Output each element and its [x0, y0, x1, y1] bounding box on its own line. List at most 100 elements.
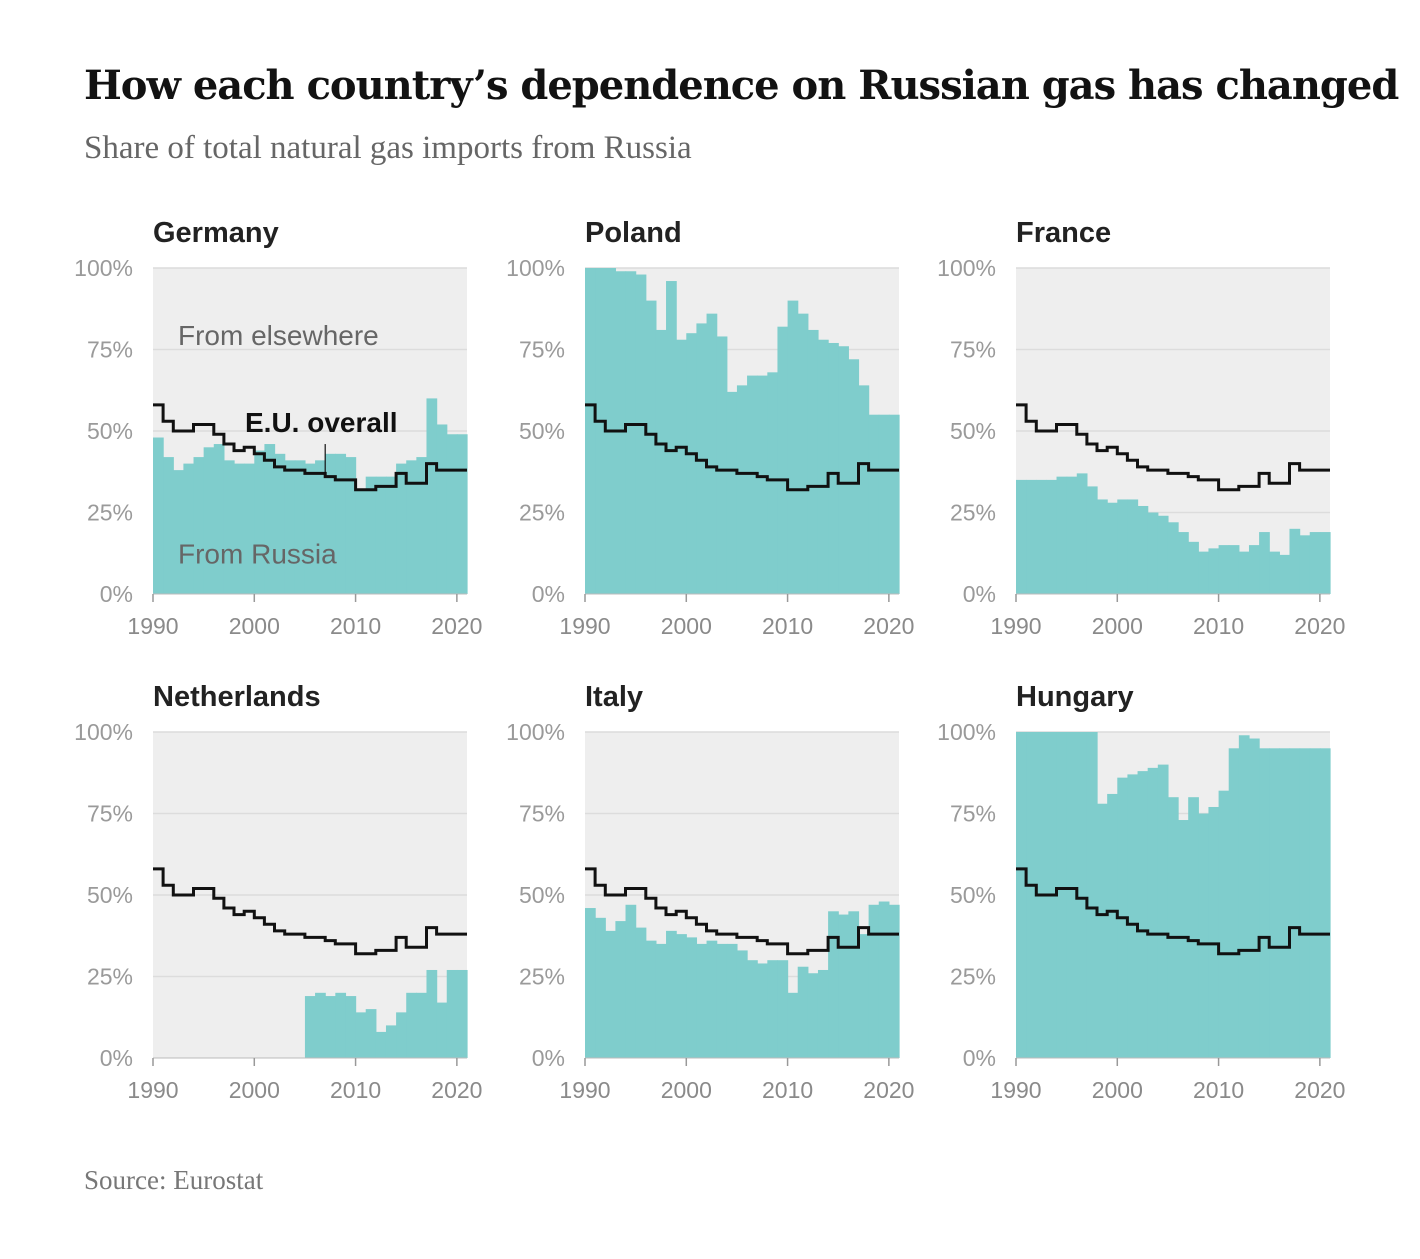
russia-share-bar-netherlands [304, 996, 316, 1058]
russia-share-bar-poland [585, 268, 596, 594]
russia-share-bar-poland [645, 300, 657, 594]
x-tick-label-italy: 2000 [661, 1077, 712, 1103]
eu-overall-line-poland [585, 403, 899, 492]
russia-share-bar-france [1086, 486, 1098, 594]
russia-share-bar-italy [736, 950, 748, 1058]
russia-share-bar-italy [777, 960, 789, 1058]
russia-share-bar-france [1228, 545, 1240, 594]
chart-title: How each country’s dependence on Russian… [84, 62, 1399, 109]
russia-share-bar-netherlands [396, 1012, 407, 1058]
russia-share-bar-germany [244, 463, 255, 594]
russia-share-bar-netherlands [416, 992, 428, 1058]
russia-share-bar-france [1026, 479, 1037, 594]
x-tick-label-netherlands: 2010 [330, 1077, 381, 1103]
x-tick-label-france: 2020 [1294, 613, 1345, 639]
label-eu-overall: E.U. overall [245, 407, 398, 438]
russia-share-bar-france [1157, 515, 1169, 594]
russia-share-bar-france [1046, 479, 1058, 594]
russia-share-bar-germany [416, 457, 428, 594]
russia-share-bar-poland [807, 329, 819, 594]
russia-share-bar-germany [213, 444, 225, 594]
russia-share-bar-france [1319, 532, 1331, 594]
russia-share-bar-france [1269, 551, 1280, 594]
russia-share-bar-poland [716, 336, 728, 594]
y-tick-label-france: 100% [937, 255, 996, 281]
russia-share-bar-poland [858, 385, 870, 594]
russia-share-bar-italy [615, 921, 627, 1058]
russia-share-bar-poland [797, 313, 809, 594]
y-tick-label-poland: 75% [519, 337, 565, 363]
x-tick-label-germany: 2020 [431, 613, 482, 639]
russia-share-bar-germany [153, 437, 164, 594]
russia-share-bar-france [1299, 535, 1311, 594]
russia-share-bar-hungary [1299, 748, 1311, 1058]
russia-share-bar-poland [848, 359, 860, 594]
russia-share-bar-italy [767, 960, 779, 1058]
russia-share-bar-france [1238, 551, 1250, 594]
russia-share-bar-hungary [1056, 732, 1068, 1058]
russia-share-bar-germany [203, 447, 215, 594]
russia-share-bar-poland [747, 375, 758, 594]
x-tick-label-hungary: 1990 [990, 1077, 1041, 1103]
y-tick-label-france: 75% [950, 337, 996, 363]
russia-share-bar-france [1076, 473, 1088, 594]
russia-share-bar-france [1188, 541, 1199, 594]
russia-share-bar-netherlands [375, 1031, 387, 1058]
russia-share-bar-netherlands [456, 969, 468, 1058]
russia-share-bar-hungary [1178, 820, 1189, 1058]
russia-share-bar-france [1147, 512, 1159, 594]
russia-share-bar-hungary [1269, 748, 1280, 1058]
russia-share-bar-germany [446, 434, 458, 594]
x-tick-label-poland: 1990 [559, 613, 610, 639]
russia-share-bar-france [1097, 499, 1108, 594]
panel-title-hungary: Hungary [1016, 681, 1134, 713]
russia-share-bar-germany [335, 453, 347, 594]
russia-share-bar-poland [878, 414, 890, 594]
russia-share-bar-germany [284, 460, 296, 594]
label-from-russia: From Russia [178, 538, 337, 569]
x-tick-label-france: 1990 [990, 613, 1041, 639]
panel-title-germany: Germany [153, 217, 279, 249]
russia-share-bar-italy [655, 943, 667, 1058]
russia-share-bar-poland [868, 414, 880, 594]
russia-share-bar-netherlands [446, 969, 458, 1058]
russia-share-bar-germany [325, 453, 336, 594]
russia-share-bar-italy [797, 966, 809, 1058]
y-tick-label-germany: 0% [100, 581, 133, 607]
russia-share-bar-italy [625, 904, 637, 1058]
russia-share-bar-hungary [1147, 767, 1159, 1058]
panel-title-poland: Poland [585, 217, 682, 249]
russia-share-bar-hungary [1238, 735, 1250, 1058]
y-tick-label-hungary: 50% [950, 882, 996, 908]
y-tick-label-poland: 25% [519, 500, 565, 526]
y-tick-label-poland: 50% [519, 418, 565, 444]
russia-share-bar-italy [635, 927, 647, 1058]
x-tick-label-poland: 2020 [863, 613, 914, 639]
russia-share-bar-germany [355, 489, 367, 594]
russia-share-bar-hungary [1208, 806, 1220, 1058]
russia-share-bar-france [1056, 476, 1068, 594]
x-tick-label-hungary: 2000 [1092, 1077, 1143, 1103]
russia-share-bar-hungary [1137, 771, 1149, 1058]
russia-share-bar-germany [304, 463, 316, 594]
russia-share-bar-poland [686, 333, 698, 594]
x-tick-label-netherlands: 1990 [127, 1077, 178, 1103]
russia-share-bar-italy [848, 911, 860, 1058]
y-tick-label-hungary: 100% [937, 719, 996, 745]
russia-share-bar-germany [234, 463, 245, 594]
source-note: Source: Eurostat [84, 1165, 264, 1195]
russia-share-bar-poland [726, 391, 738, 594]
russia-share-bar-france [1016, 479, 1027, 594]
russia-share-bar-italy [858, 934, 870, 1058]
eu-overall-line-france [1016, 403, 1330, 492]
russia-share-bar-hungary [1259, 748, 1270, 1058]
y-tick-label-germany: 75% [87, 337, 133, 363]
russia-share-bar-germany [183, 463, 195, 594]
y-tick-label-netherlands: 0% [100, 1045, 133, 1071]
russia-share-bar-poland [595, 268, 606, 594]
panel-title-netherlands: Netherlands [153, 681, 321, 713]
russia-share-bar-germany [385, 476, 397, 594]
russia-share-bar-poland [767, 372, 779, 594]
y-tick-label-germany: 25% [87, 500, 133, 526]
